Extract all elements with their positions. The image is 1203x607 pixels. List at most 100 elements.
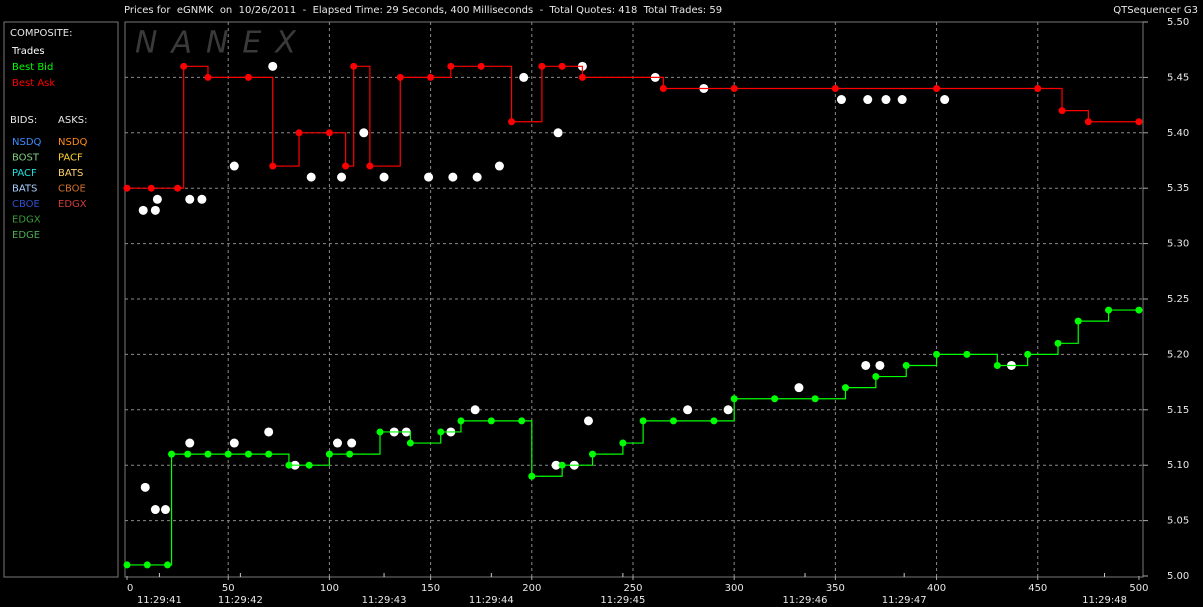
trade-dot [306, 172, 316, 182]
quote-dot [269, 162, 277, 170]
x-tick-label: 450 [1028, 583, 1047, 594]
quote-dot [558, 461, 566, 469]
quote-dot [933, 350, 941, 358]
quote-dot [376, 428, 384, 436]
trade-dot [794, 383, 804, 393]
quote-dot [933, 84, 941, 92]
quote-dot [447, 62, 455, 70]
x-tick-label: 0 [127, 583, 133, 594]
quote-dot [406, 439, 414, 447]
time-tick-label: 11:29:47 [882, 595, 927, 606]
trade-dot [519, 72, 529, 82]
y-tick-label: 5.30 [1167, 239, 1189, 250]
trade-dot [583, 416, 593, 426]
quote-dot [427, 73, 435, 81]
bids-label: BIDS: [10, 115, 37, 126]
trade-dot [836, 95, 846, 105]
quote-dot [350, 62, 358, 70]
y-tick-label: 5.10 [1167, 460, 1189, 471]
quote-dot [164, 561, 172, 569]
trade-dot [683, 405, 693, 415]
legend-ask: PACF [58, 153, 83, 164]
quote-dot [659, 84, 667, 92]
trade-dot [138, 205, 148, 215]
watermark: NANEX [135, 26, 310, 61]
quote-dot [1034, 84, 1042, 92]
quote-dot [619, 439, 627, 447]
quote-dot [396, 73, 404, 81]
x-tick-label: 250 [623, 583, 642, 594]
quote-dot [174, 184, 182, 192]
trade-dot [150, 205, 160, 215]
quote-dot [558, 62, 566, 70]
price-line [127, 309, 1139, 566]
y-tick-label: 5.20 [1167, 349, 1189, 360]
quote-dot [437, 428, 445, 436]
quote-dot [1024, 350, 1032, 358]
trade-dot [723, 405, 733, 415]
x-tick-label: 500 [1129, 583, 1148, 594]
trade-dot [881, 95, 891, 105]
x-tick-label: 300 [725, 583, 744, 594]
quote-dot [342, 162, 350, 170]
legend-bid: EDGX [12, 215, 41, 226]
quote-dot [730, 395, 738, 403]
quote-dot [457, 417, 465, 425]
quote-dot [204, 450, 212, 458]
y-tick-label: 5.25 [1167, 294, 1189, 305]
quote-dot [224, 450, 232, 458]
quote-dot [366, 162, 374, 170]
quote-dot [285, 461, 293, 469]
quote-dot [204, 73, 212, 81]
quote-dot [143, 561, 151, 569]
quote-dot [305, 461, 313, 469]
time-tick-label: 11:29:44 [469, 595, 514, 606]
time-tick-label: 11:29:48 [1082, 595, 1127, 606]
quote-dot [730, 84, 738, 92]
quote-dot [1058, 107, 1066, 115]
y-tick-label: 5.40 [1167, 128, 1189, 139]
trade-dot [140, 482, 150, 492]
quote-dot [168, 450, 176, 458]
quote-dot [841, 384, 849, 392]
legend-panel [3, 21, 119, 578]
legend-bid: CBOE [12, 199, 40, 210]
quote-dot [1074, 317, 1082, 325]
quote-dot [295, 129, 303, 137]
quote-dot [639, 417, 647, 425]
quote-dot [123, 561, 131, 569]
trade-dot [185, 194, 195, 204]
trade-dot [152, 194, 162, 204]
trade-dot [229, 161, 239, 171]
quote-dot [1105, 306, 1113, 314]
legend-ask: NSDQ [58, 137, 88, 148]
trade-dot [875, 360, 885, 370]
chart-subtitle: QTSequencer G3 [1113, 5, 1198, 16]
quote-dot [325, 129, 333, 137]
legend-bid: NSDQ [12, 137, 42, 148]
quote-dot [244, 450, 252, 458]
trade-dot [268, 61, 278, 71]
legend-bid: EDGE [12, 230, 40, 241]
quote-dot [147, 184, 155, 192]
quote-dot [578, 73, 586, 81]
trade-dot [150, 505, 160, 515]
quote-dot [872, 373, 880, 381]
trade-dot [448, 172, 458, 182]
trade-dot [160, 505, 170, 515]
quote-dot [1084, 118, 1092, 126]
trade-dot [861, 360, 871, 370]
y-tick-label: 5.00 [1167, 571, 1189, 582]
quote-dot [963, 350, 971, 358]
time-tick-label: 11:29:45 [600, 595, 645, 606]
quote-dot [1135, 306, 1143, 314]
quote-dot [538, 62, 546, 70]
legend-bid: PACF [12, 168, 37, 179]
quote-dot [477, 62, 485, 70]
trade-dot [553, 128, 563, 138]
x-tick-label: 350 [826, 583, 845, 594]
quote-dot [831, 84, 839, 92]
quote-dot [487, 417, 495, 425]
y-tick-label: 5.35 [1167, 183, 1189, 194]
